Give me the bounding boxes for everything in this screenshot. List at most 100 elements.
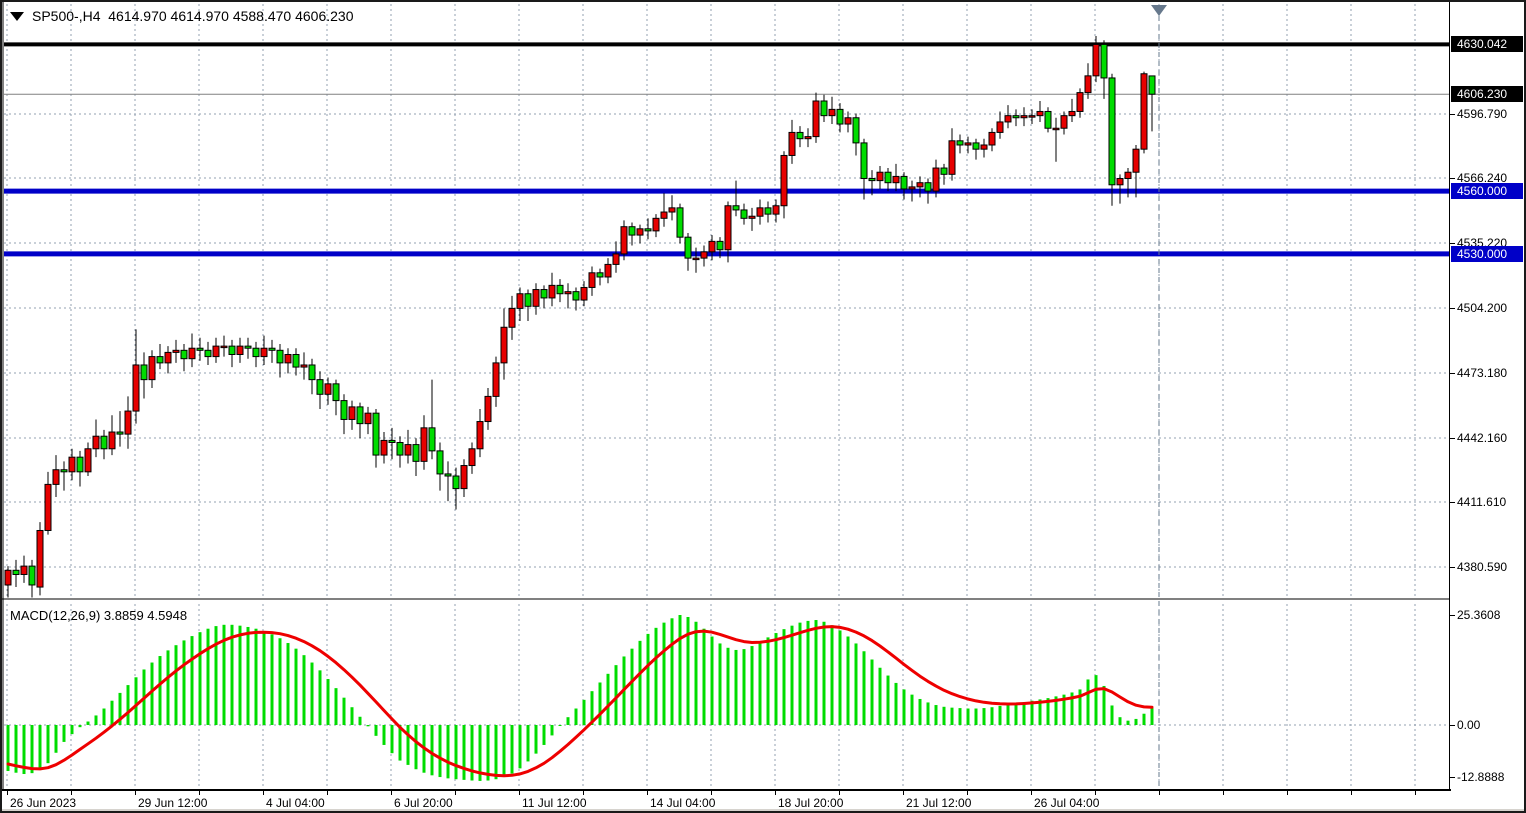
time-axis-tick — [1223, 791, 1224, 795]
candle-bull — [420, 427, 428, 462]
macd-histogram-bar — [966, 708, 970, 725]
price-tick-label: 4504.200 — [1457, 301, 1508, 315]
price-tick-label: 4596.790 — [1457, 107, 1508, 121]
candle-bull — [1060, 115, 1068, 129]
candle-bear — [540, 289, 548, 299]
macd-histogram-bar — [1094, 675, 1098, 725]
candle-bull — [844, 117, 852, 125]
macd-histogram-bar — [190, 636, 194, 725]
candle-bull — [588, 272, 596, 288]
macd-histogram-bar — [542, 725, 546, 745]
macd-histogram-bar — [870, 659, 874, 725]
candle-bear — [428, 427, 436, 452]
time-axis-tick — [839, 791, 840, 795]
candle-bull — [876, 171, 884, 182]
macd-histogram-bar — [1126, 720, 1130, 725]
macd-histogram-bar — [646, 633, 650, 725]
macd-histogram-bar — [598, 682, 602, 725]
candle-bear — [276, 349, 284, 364]
macd-histogram-bar — [894, 682, 898, 725]
candle-bull — [236, 345, 244, 355]
macd-histogram-bar — [318, 670, 322, 725]
candle-bull — [36, 529, 44, 588]
chart-title: SP500-,H4 4614.970 4614.970 4588.470 460… — [10, 8, 354, 24]
macd-histogram-bar — [606, 673, 610, 725]
time-axis[interactable]: 26 Jun 2023 29 Jun 12:00 4 Jul 04:00 6 Jul … — [2, 789, 1451, 811]
macd-histogram-bar — [566, 717, 570, 725]
macd-tick-label: 25.3608 — [1457, 608, 1501, 622]
macd-histogram-bar — [798, 622, 802, 725]
candle-bull — [1004, 115, 1012, 123]
candle-bull — [4, 569, 12, 586]
candle-bear — [852, 117, 860, 144]
time-axis-tick — [391, 791, 392, 795]
time-axis-tick — [1415, 791, 1416, 795]
macd-histogram-bar — [1142, 713, 1146, 725]
time-axis-tick — [327, 791, 328, 795]
candle-bear — [732, 205, 740, 211]
bar-shift-marker-icon[interactable] — [1151, 5, 1167, 16]
candle-bull — [804, 136, 812, 140]
macd-histogram-bar — [830, 625, 834, 725]
candle-bear — [12, 569, 20, 575]
candle-bear — [412, 444, 420, 462]
plot-area[interactable]: SP500-,H4 4614.970 4614.970 4588.470 460… — [2, 2, 1451, 789]
level-label-4560: 4560.000 — [1451, 183, 1523, 199]
macd-histogram-bar — [822, 621, 826, 725]
macd-histogram-bar — [6, 725, 10, 771]
macd-histogram-bar — [1102, 685, 1106, 725]
macd-histogram-bar — [774, 633, 778, 725]
chart-title-text: SP500-,H4 4614.970 4614.970 4588.470 460… — [32, 8, 354, 24]
candle-bull — [212, 345, 220, 358]
macd-histogram-bar — [934, 705, 938, 725]
macd-histogram-bar — [390, 725, 394, 754]
macd-histogram-bar — [70, 725, 74, 735]
candle-bull — [484, 395, 492, 423]
candle-bear — [228, 345, 236, 355]
candle-bear — [436, 450, 444, 475]
macd-histogram-bar — [790, 625, 794, 725]
candle-bull — [1116, 178, 1124, 186]
macd-histogram-bar — [278, 638, 282, 725]
macd-histogram-bar — [1150, 708, 1154, 725]
macd-histogram-bar — [614, 665, 618, 725]
candle-bull — [948, 140, 956, 175]
candle-bull — [1028, 115, 1036, 118]
candle-bull — [68, 456, 76, 473]
candle-bull — [636, 228, 644, 236]
candle-bear — [252, 347, 260, 358]
candle-bull — [1140, 73, 1148, 150]
candle-bull — [260, 347, 268, 358]
candle-bull — [772, 205, 780, 215]
macd-histogram-bar — [926, 702, 930, 725]
price-axis-tick — [1450, 114, 1455, 115]
candle-bear — [644, 228, 652, 232]
candle-bull — [700, 251, 708, 259]
macd-histogram-bar — [742, 649, 746, 725]
macd-histogram-bar — [486, 725, 490, 781]
candle-bear — [1012, 115, 1020, 119]
candle-bull — [612, 253, 620, 265]
candle-bull — [916, 182, 924, 188]
candle-bull — [892, 175, 900, 184]
symbol-dropdown-icon[interactable] — [10, 11, 24, 21]
candle-bear — [244, 345, 252, 349]
price-axis-tick — [1450, 438, 1455, 439]
candle-bear — [572, 291, 580, 301]
price-axis-tick — [1450, 502, 1455, 503]
macd-histogram-bar — [246, 626, 250, 725]
candle-bear — [156, 356, 164, 364]
price-axis[interactable]: 4596.790 4566.240 4535.220 4504.200 4473.180… — [1449, 2, 1524, 811]
macd-histogram-bar — [406, 725, 410, 765]
candle-bull — [996, 121, 1004, 133]
macd-histogram-bar — [806, 620, 810, 725]
candle-bear — [676, 207, 684, 238]
candle-bull — [668, 207, 676, 213]
macd-histogram-bar — [1086, 679, 1090, 725]
candle-bear — [388, 439, 396, 443]
time-axis-tick — [263, 791, 264, 795]
candle-bear — [140, 364, 148, 381]
price-tick-label: 4566.240 — [1457, 171, 1508, 185]
macd-histogram-bar — [582, 699, 586, 725]
candle-bull — [324, 383, 332, 395]
